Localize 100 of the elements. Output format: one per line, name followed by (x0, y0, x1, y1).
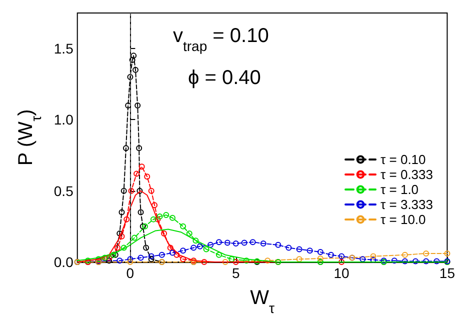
x-tick-label: 0 (126, 265, 134, 281)
point (127, 259, 134, 265)
point (131, 234, 138, 241)
y-tick-label: 1.5 (54, 40, 74, 57)
legend-label: τ = 0.333 (380, 167, 433, 182)
x-tick-label: 15 (439, 265, 456, 281)
point (232, 240, 239, 247)
point (127, 74, 134, 80)
point (260, 240, 266, 247)
point (138, 254, 144, 261)
point (208, 242, 214, 248)
point (328, 252, 334, 258)
point (412, 258, 419, 264)
y-axis-title: P (Wτ) (15, 109, 44, 166)
point (156, 213, 163, 220)
point (130, 52, 137, 59)
point (132, 66, 138, 73)
point (286, 244, 292, 251)
point (118, 209, 125, 216)
point (338, 259, 345, 265)
point (169, 250, 176, 256)
point (134, 102, 141, 108)
point (114, 244, 121, 251)
point (306, 248, 313, 254)
point (338, 253, 345, 260)
point (186, 230, 192, 237)
legend-label: τ = 1.0 (380, 182, 419, 197)
point (163, 212, 170, 218)
point (216, 252, 222, 258)
legend-label: τ = 0.10 (380, 152, 426, 167)
point (120, 244, 127, 251)
point (317, 255, 324, 262)
point (190, 244, 197, 251)
point (241, 240, 248, 246)
point (116, 258, 123, 264)
y-tick-label: 0.0 (54, 254, 74, 270)
point (158, 252, 165, 258)
point (275, 242, 282, 248)
point (444, 250, 450, 256)
point (129, 56, 136, 63)
point (138, 209, 144, 216)
point (106, 254, 112, 261)
point (402, 252, 408, 258)
point (136, 145, 142, 152)
point (167, 244, 174, 251)
point (148, 256, 154, 262)
point (136, 188, 143, 194)
point (201, 259, 208, 265)
point (180, 248, 186, 254)
x-tick-label: 5 (232, 265, 240, 281)
point (317, 249, 324, 256)
point (370, 253, 376, 260)
point (222, 259, 228, 265)
point (124, 216, 130, 222)
point (296, 246, 302, 252)
point (169, 214, 176, 221)
point (434, 258, 440, 264)
y-tick-label: 0.5 (54, 182, 74, 199)
point (152, 202, 158, 208)
point (402, 258, 408, 264)
point (144, 174, 150, 180)
legend-label: τ = 10.0 (380, 212, 426, 227)
point (423, 250, 430, 256)
point (106, 258, 112, 264)
point (161, 230, 168, 237)
y-tick-label: 1.0 (54, 112, 74, 128)
point (250, 239, 256, 246)
point (203, 246, 210, 252)
point (391, 258, 398, 264)
point (120, 188, 127, 194)
point (127, 256, 134, 262)
point (232, 259, 239, 265)
point (128, 188, 134, 194)
point (264, 258, 271, 264)
point (148, 253, 154, 260)
point (370, 256, 376, 263)
point (174, 252, 180, 258)
point (150, 216, 156, 222)
point (192, 238, 199, 244)
point (125, 102, 132, 108)
point (180, 256, 186, 262)
point (154, 216, 161, 222)
point (143, 244, 150, 251)
point (134, 170, 140, 177)
point (216, 239, 222, 246)
point (138, 164, 145, 170)
annotation: ϕ = 0.40 (188, 67, 261, 89)
point (148, 188, 154, 194)
point (140, 223, 146, 230)
point (243, 258, 250, 264)
legend-label: τ = 3.333 (380, 197, 433, 212)
x-tick-label: 10 (334, 265, 350, 281)
point (118, 233, 125, 240)
point (116, 230, 123, 237)
point (423, 258, 430, 264)
point (180, 223, 186, 230)
point (122, 145, 129, 152)
point (196, 243, 203, 250)
point (102, 254, 108, 261)
point (224, 240, 230, 246)
